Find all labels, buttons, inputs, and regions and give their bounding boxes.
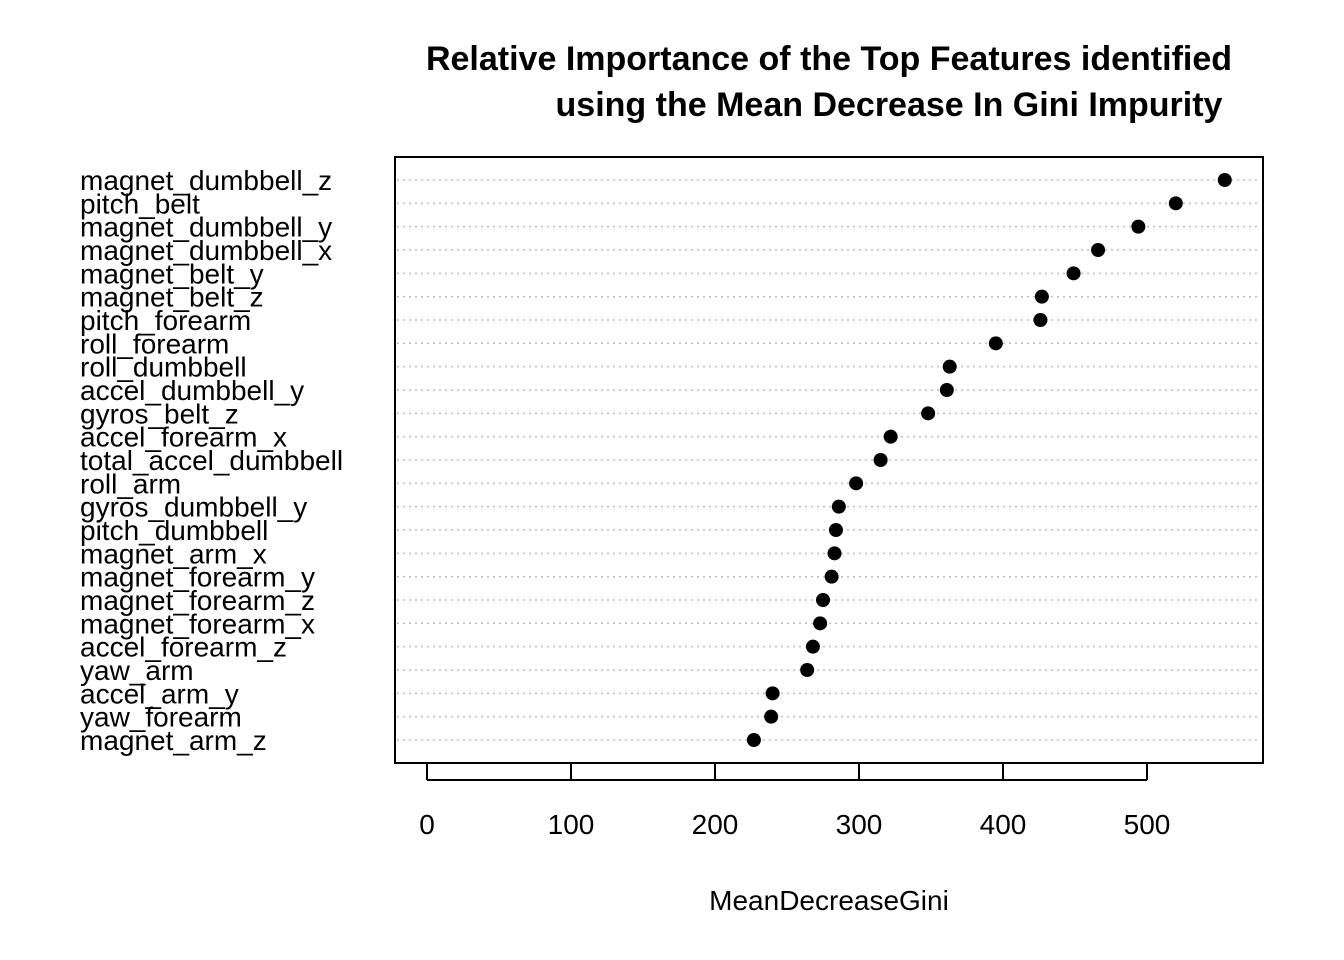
feature-label: magnet_belt_y (80, 258, 264, 289)
feature-label: magnet_dumbbell_y (80, 212, 332, 243)
feature-label: magnet_belt_z (80, 282, 264, 313)
data-point (849, 476, 864, 491)
feature-label: gyros_belt_z (80, 398, 239, 429)
feature-label: pitch_forearm (80, 305, 251, 336)
feature-label: accel_arm_y (80, 678, 239, 709)
feature-label: magnet_arm_x (80, 538, 267, 569)
feature-label: roll_arm (80, 468, 181, 499)
data-point (816, 593, 830, 607)
x-tick-label: 0 (419, 809, 435, 840)
data-point (1066, 266, 1081, 281)
feature-label: magnet_arm_z (80, 725, 267, 756)
data-point (873, 453, 888, 467)
data-point (764, 709, 779, 724)
data-point (813, 616, 828, 631)
feature-label: total_accel_dumbbell (80, 445, 343, 476)
x-tick-label: 400 (980, 809, 1027, 840)
feature-label: magnet_forearm_z (80, 585, 315, 616)
feature-label: accel_forearm_z (80, 632, 287, 663)
feature-label: roll_dumbbell (80, 352, 247, 383)
data-point (1033, 313, 1048, 327)
feature-label: roll_forearm (80, 328, 229, 359)
feature-label: yaw_forearm (80, 702, 242, 733)
x-axis: 0 100 200 300 400 500 (419, 764, 1170, 840)
data-point (805, 639, 820, 654)
feature-label: magnet_dumbbell_z (80, 165, 332, 196)
data-point (831, 499, 846, 514)
data-point (746, 733, 761, 747)
gridlines (397, 179, 1261, 741)
x-axis-title: MeanDecreaseGini (709, 885, 949, 916)
data-point (1091, 243, 1106, 257)
data-point (800, 663, 815, 677)
data-point (1217, 173, 1232, 187)
feature-label: magnet_forearm_x (80, 608, 315, 639)
x-tick-label: 100 (548, 809, 595, 840)
feature-label: magnet_dumbbell_x (80, 235, 332, 266)
data-points (746, 173, 1232, 747)
data-point (828, 523, 843, 537)
data-point (1168, 196, 1183, 211)
data-point (1131, 219, 1146, 234)
data-point (1034, 289, 1049, 304)
data-point (939, 383, 954, 397)
feature-label: gyros_dumbbell_y (80, 492, 307, 523)
chart-title: Relative Importance of the Top Features … (426, 40, 1232, 124)
data-point (824, 569, 839, 584)
feature-label: pitch_dumbbell (80, 515, 268, 546)
feature-labels: magnet_dumbbell_zpitch_beltmagnet_dumbbe… (80, 165, 343, 756)
x-tick-label: 500 (1124, 809, 1171, 840)
x-tick-label: 300 (836, 809, 883, 840)
data-point (765, 686, 780, 701)
feature-label: yaw_arm (80, 655, 194, 686)
data-point (988, 336, 1003, 351)
plot-frame (394, 156, 1264, 764)
feature-label: accel_forearm_x (80, 422, 287, 453)
feature-label: accel_dumbbell_y (80, 375, 304, 406)
chart-title-line-1: Relative Importance of the Top Features … (426, 40, 1232, 78)
feature-label: pitch_belt (80, 188, 200, 219)
data-point (827, 546, 842, 561)
feature-label: magnet_forearm_y (80, 562, 315, 593)
data-point (921, 406, 936, 421)
chart-title-line-2: using the Mean Decrease In Gini Impurity (556, 86, 1223, 124)
x-tick-label: 200 (692, 809, 739, 840)
data-point (942, 359, 957, 374)
data-point (883, 429, 898, 444)
